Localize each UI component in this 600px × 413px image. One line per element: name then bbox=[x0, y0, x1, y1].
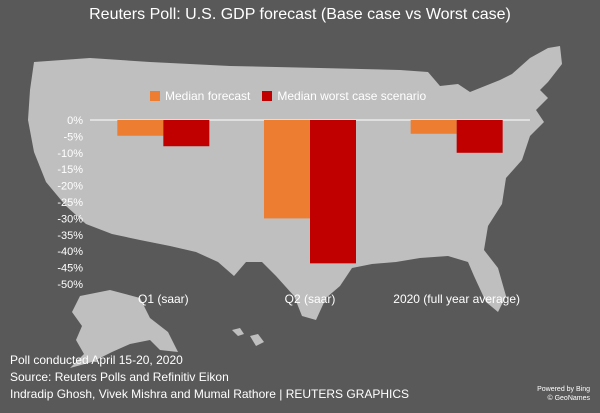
footer-notes: Poll conducted April 15-20, 2020 Source:… bbox=[10, 352, 409, 403]
credit-geonames: © GeoNames bbox=[547, 395, 590, 402]
y-tick-label: -35% bbox=[57, 230, 83, 242]
x-category-label: Q1 (saar) bbox=[138, 292, 189, 306]
chart-legend: Median forecast Median worst case scenar… bbox=[150, 89, 438, 103]
y-tick-label: -25% bbox=[57, 197, 83, 209]
y-tick-label: 0% bbox=[67, 115, 83, 127]
legend-item-median-forecast: Median forecast bbox=[150, 89, 250, 103]
bar-median-worst bbox=[163, 120, 210, 147]
footer-authors: Indradip Ghosh, Vivek Mishra and Mumal R… bbox=[10, 387, 410, 401]
y-tick-label: -15% bbox=[57, 164, 83, 176]
legend-item-median-worst: Median worst case scenario bbox=[262, 89, 426, 103]
map-credit: Powered by Bing © GeoNames bbox=[537, 385, 590, 403]
y-tick-label: -40% bbox=[57, 246, 83, 258]
chart-title: Reuters Poll: U.S. GDP forecast (Base ca… bbox=[89, 6, 511, 23]
bar-median-worst bbox=[310, 120, 356, 264]
bar-median-forecast bbox=[117, 120, 164, 136]
legend-label-median-forecast: Median forecast bbox=[165, 89, 251, 103]
y-tick-label: -45% bbox=[57, 263, 83, 275]
legend-swatch-median-worst bbox=[262, 91, 273, 101]
y-tick-label: -10% bbox=[57, 148, 83, 160]
legend-label-median-worst: Median worst case scenario bbox=[277, 89, 427, 103]
y-tick-label: -30% bbox=[57, 213, 83, 225]
footer-source: Source: Reuters Polls and Refinitiv Eiko… bbox=[10, 370, 229, 384]
footer-poll-date: Poll conducted April 15-20, 2020 bbox=[10, 353, 183, 367]
alaska-shape bbox=[70, 290, 178, 368]
bar-median-forecast bbox=[264, 120, 310, 219]
y-tick-label: -5% bbox=[63, 131, 83, 143]
x-category-label: 2020 (full year average) bbox=[393, 292, 520, 306]
x-category-label: Q2 (saar) bbox=[285, 292, 336, 306]
credit-bing: Powered by Bing bbox=[537, 386, 590, 393]
bar-median-forecast bbox=[410, 120, 457, 134]
hawaii-shape bbox=[232, 328, 264, 346]
legend-swatch-median-forecast bbox=[150, 91, 160, 101]
y-tick-label: -20% bbox=[57, 181, 83, 193]
bar-median-worst bbox=[456, 120, 503, 153]
y-tick-label: -50% bbox=[57, 279, 83, 291]
